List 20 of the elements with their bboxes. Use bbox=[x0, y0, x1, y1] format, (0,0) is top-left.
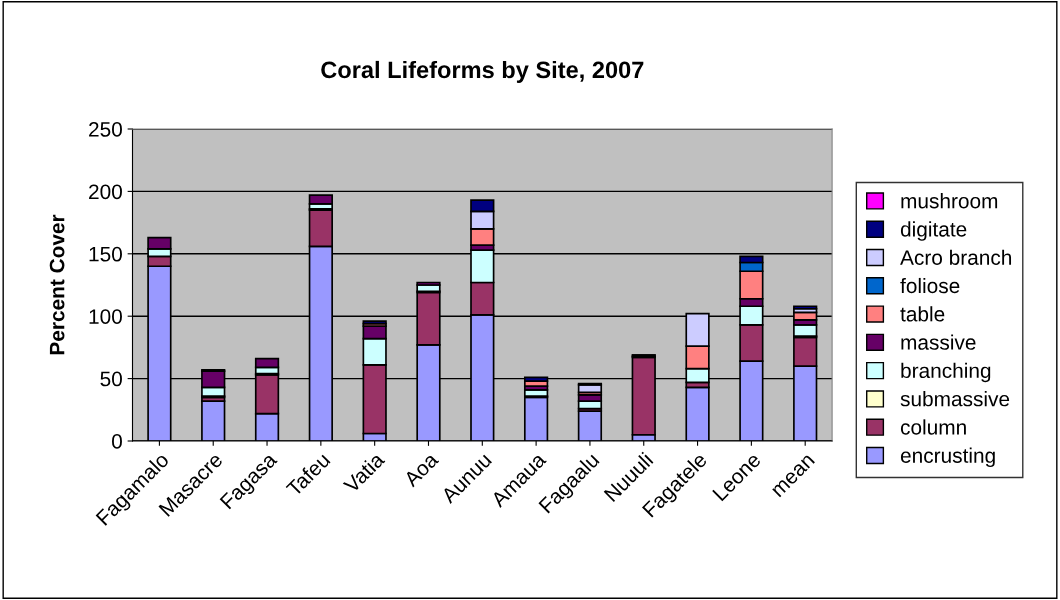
legend-label: encrusting bbox=[900, 447, 995, 468]
y-axis-title: Percent Cover bbox=[49, 214, 65, 355]
y-tick-label: 150 bbox=[89, 246, 122, 262]
y-tick-label: 200 bbox=[89, 184, 122, 200]
legend-label: foliose bbox=[900, 277, 960, 294]
y-tick-label: 0 bbox=[112, 434, 122, 449]
legend-label: column bbox=[900, 419, 966, 435]
legend-label: mushroom bbox=[901, 193, 998, 209]
y-tick-label: 100 bbox=[89, 309, 122, 324]
chart-title: Coral Lifeforms by Site, 2007 bbox=[321, 60, 644, 83]
x-tick-label: Aoa bbox=[402, 451, 440, 488]
x-tick-label: Vatia bbox=[342, 450, 386, 494]
legend-label: Acro branch bbox=[900, 249, 1012, 265]
legend-label: branching bbox=[901, 362, 991, 383]
legend-label: massive bbox=[901, 334, 976, 350]
legend-label: submassive bbox=[900, 391, 1010, 407]
y-tick-label: 50 bbox=[100, 371, 122, 387]
legend-label: digitate bbox=[900, 221, 967, 241]
y-tick-label: 250 bbox=[89, 122, 122, 137]
legend-label: table bbox=[900, 306, 945, 322]
